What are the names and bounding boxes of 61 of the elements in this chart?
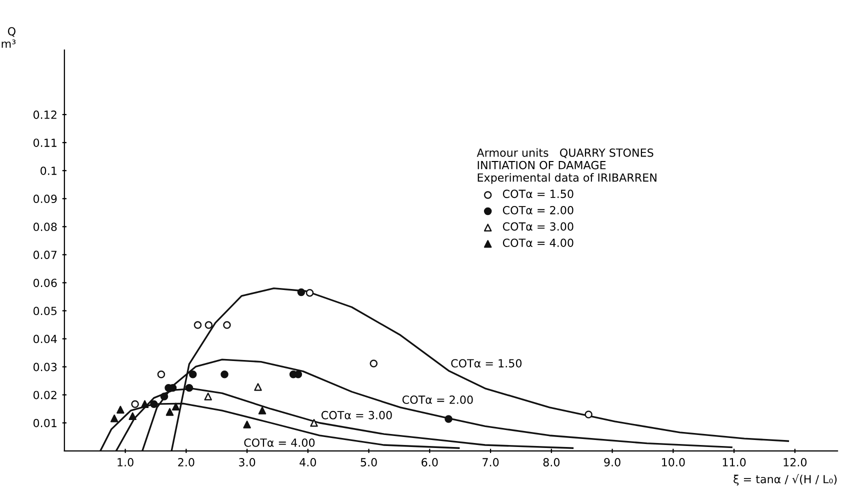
legend-label: COTα = 4.00 [502,238,574,247]
point [131,400,139,408]
y-tick-label: 0.01 [33,418,56,428]
point [166,408,174,416]
point [584,410,592,418]
point [223,321,231,329]
x-tick-label: 11.0 [722,458,746,466]
x-tick-label: 4.0 [300,458,316,466]
x-axis-title: ξ = tanα / √(H / L₀) [734,474,837,486]
point [188,370,197,378]
point [150,400,158,408]
legend-label: COTα = 2.00 [502,206,574,214]
series-label: COTα = 3.00 [322,410,392,420]
y-tick-label: 0.07 [33,250,57,260]
y-axis-title: Q m³ [2,27,16,48]
point [110,414,118,422]
point [444,415,452,423]
x-tick-label: 10.0 [662,458,685,466]
point [128,412,136,420]
y-tick-label: 0.12 [33,110,56,119]
x-tick-label: 12.0 [784,458,807,466]
series-label: COTα = 2.00 [402,396,473,404]
x-tick-label: 3.0 [239,458,256,466]
y-tick-label: 0.04 [33,334,57,344]
legend-label: COTα = 1.50 [502,190,574,198]
y-tick-label: 0.02 [33,390,56,400]
point [157,370,166,378]
x-tick-label: 6.0 [422,458,438,466]
x-tick-label: 8.0 [543,458,560,466]
legend-title: Armour units QUARRY STONES INITIATION OF DAMAGE Experimental data of IRIBARREN [476,148,656,184]
y-tick-label: 0.06 [33,278,57,288]
y-tick-label: 0.11 [33,138,56,147]
series-label: COTα = 1.50 [451,359,522,368]
y-tick-label: 0.03 [33,362,57,372]
y-tick-label: 0.1 [40,166,56,175]
point [370,360,378,368]
point [116,406,124,414]
point [160,392,168,400]
point [254,383,262,391]
point [172,402,180,410]
point [204,392,212,400]
series-label: COTα = 4.00 [244,438,315,447]
point [220,370,228,378]
point [310,418,318,427]
x-tick-label: 7.0 [482,458,499,466]
point [258,406,266,414]
point [297,288,306,296]
point [185,384,194,392]
y-tick-label: 0.08 [33,222,57,232]
legend-label: COTα = 3.00 [502,222,574,231]
y-tick-label: 0.05 [33,306,57,316]
x-tick-label: 9.0 [604,458,620,466]
x-tick-label: 5.0 [360,458,377,466]
point [204,321,213,329]
point [140,400,149,408]
x-tick-label: 2.0 [178,458,194,466]
x-tick-label: 1.0 [118,458,134,466]
point [194,321,202,329]
y-tick-label: 0.09 [33,194,57,204]
point [243,420,251,428]
point [306,288,314,297]
